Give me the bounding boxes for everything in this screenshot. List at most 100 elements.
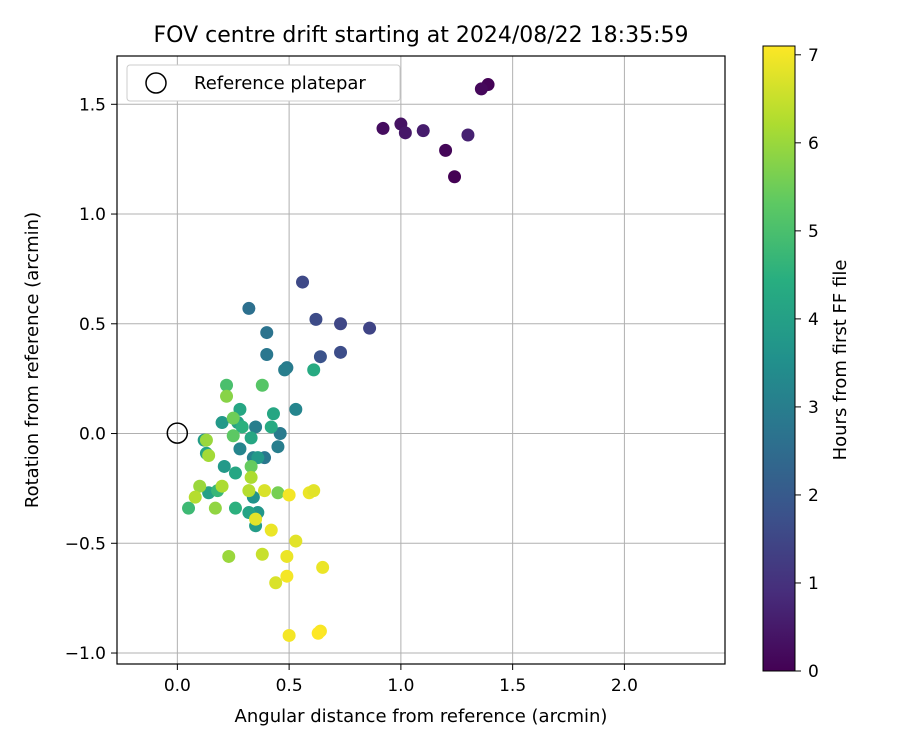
x-tick-label: 0.5 — [276, 676, 303, 696]
colorbar-tick-label: 3 — [808, 398, 819, 418]
data-point — [228, 501, 242, 515]
data-point — [251, 451, 265, 465]
data-point — [249, 512, 263, 526]
data-point — [188, 490, 202, 504]
colorbar-tick-label: 7 — [808, 46, 819, 66]
data-point — [264, 420, 278, 434]
data-point — [307, 363, 321, 377]
legend-marker — [145, 72, 167, 94]
data-point — [376, 121, 390, 135]
data-point — [282, 488, 296, 502]
x-tick-label: 1.0 — [387, 676, 414, 696]
data-point — [307, 484, 321, 498]
data-point — [215, 479, 229, 493]
y-tick-label: 1.0 — [79, 205, 106, 225]
y-tick-label: 1.5 — [79, 95, 106, 115]
x-axis-ticks: 0.0 0.5 1.0 1.5 2.0 — [164, 664, 638, 696]
x-axis-label: Angular distance from reference (arcmin) — [235, 706, 608, 727]
data-point — [220, 378, 234, 392]
data-point — [208, 501, 222, 515]
data-point — [282, 628, 296, 642]
x-tick-label: 0.0 — [164, 676, 191, 696]
data-point — [244, 459, 258, 473]
data-point — [233, 442, 247, 456]
y-axis-ticks: −1.0 −0.5 0.0 0.5 1.0 1.5 — [65, 95, 117, 664]
data-point — [334, 345, 348, 359]
data-point — [226, 411, 240, 425]
colorbar-ticks: 0 1 2 3 4 5 6 7 — [795, 46, 819, 682]
data-point — [398, 126, 412, 140]
data-point — [193, 479, 207, 493]
y-tick-label: −0.5 — [65, 534, 106, 554]
data-point — [439, 143, 453, 157]
data-point — [255, 547, 269, 561]
data-points — [182, 78, 495, 642]
data-point — [244, 470, 258, 484]
data-point — [271, 486, 285, 500]
data-point — [269, 576, 283, 590]
x-tick-label: 1.5 — [499, 676, 526, 696]
data-point — [311, 626, 325, 640]
colorbar-tick-label: 0 — [808, 662, 819, 682]
data-point — [235, 420, 249, 434]
colorbar-gradient — [762, 45, 796, 672]
data-point — [448, 170, 462, 184]
data-point — [273, 427, 287, 441]
data-point — [280, 549, 294, 563]
data-point — [334, 317, 348, 331]
data-point — [278, 363, 292, 377]
data-point — [260, 326, 274, 340]
legend-label: Reference platepar — [194, 73, 366, 94]
y-axis-label: Rotation from reference (arcmin) — [22, 212, 43, 508]
data-point — [244, 431, 258, 445]
data-point — [316, 560, 330, 574]
colorbar-label: Hours from first FF file — [830, 260, 851, 461]
grid-lines — [117, 56, 725, 664]
colorbar-tick-label: 1 — [808, 574, 819, 594]
y-tick-label: 0.5 — [79, 315, 106, 335]
data-point — [474, 82, 488, 96]
data-point — [264, 523, 278, 537]
data-point — [280, 569, 294, 583]
data-point — [363, 321, 377, 335]
data-point — [202, 448, 216, 462]
data-point — [226, 429, 240, 443]
data-point — [255, 378, 269, 392]
data-point — [199, 433, 213, 447]
colorbar-tick-label: 6 — [808, 134, 819, 154]
data-point — [215, 416, 229, 430]
data-point — [242, 484, 256, 498]
data-point — [249, 420, 263, 434]
data-point — [217, 459, 231, 473]
y-tick-label: −1.0 — [65, 644, 106, 664]
legend: Reference platepar — [126, 64, 401, 102]
legend-box — [126, 64, 401, 102]
data-point — [309, 312, 323, 326]
data-point — [258, 484, 272, 498]
data-point — [271, 440, 285, 454]
chart-title: FOV centre drift starting at 2024/08/22 … — [154, 23, 689, 48]
colorbar-tick-label: 4 — [808, 310, 819, 330]
data-point — [416, 124, 430, 138]
data-point — [313, 350, 327, 364]
data-point — [222, 549, 236, 563]
x-tick-label: 2.0 — [611, 676, 638, 696]
y-tick-label: 0.0 — [79, 425, 106, 445]
data-point — [242, 301, 256, 315]
plot-frame — [116, 55, 726, 665]
data-point — [266, 407, 280, 421]
data-point — [233, 402, 247, 416]
data-point — [296, 275, 310, 289]
data-point — [289, 534, 303, 548]
data-point — [461, 128, 475, 142]
colorbar-tick-label: 2 — [808, 486, 819, 506]
reference-point-marker — [166, 422, 189, 444]
colorbar-tick-label: 5 — [808, 222, 819, 242]
data-point — [228, 466, 242, 480]
data-point — [289, 402, 303, 416]
data-point — [260, 348, 274, 362]
data-point — [182, 501, 196, 515]
data-point — [220, 389, 234, 403]
colorbar: 0 1 2 3 4 5 6 7 Hours from first FF file — [762, 45, 851, 682]
